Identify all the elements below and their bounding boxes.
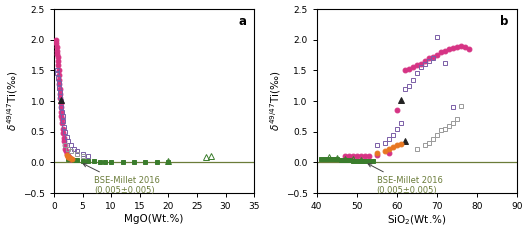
Y-axis label: $\delta^{49/47}$Ti(‰): $\delta^{49/47}$Ti(‰) xyxy=(268,71,283,131)
X-axis label: MgO(Wt.%): MgO(Wt.%) xyxy=(125,214,184,224)
Text: BSE-Millet 2016
(0.005±0.005): BSE-Millet 2016 (0.005±0.005) xyxy=(368,164,442,195)
Text: a: a xyxy=(238,15,246,27)
Y-axis label: $\delta^{49/47}$Ti(‰): $\delta^{49/47}$Ti(‰) xyxy=(6,71,21,131)
Text: b: b xyxy=(501,15,508,27)
Text: BSE-Millet 2016
(0.005±0.005): BSE-Millet 2016 (0.005±0.005) xyxy=(83,164,160,195)
X-axis label: SiO$_2$(Wt.%): SiO$_2$(Wt.%) xyxy=(387,214,446,227)
